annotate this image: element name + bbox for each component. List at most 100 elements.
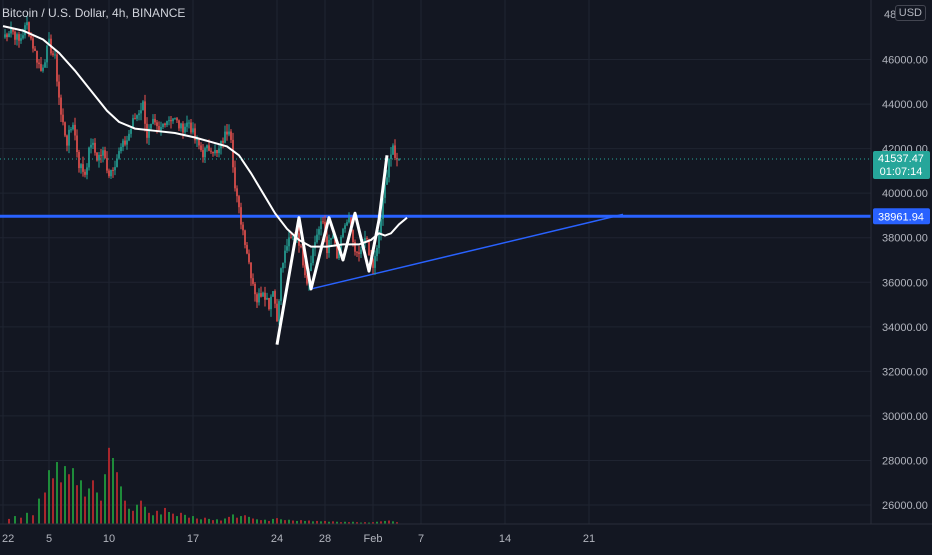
candle-body [172,118,174,122]
candle-body [54,54,56,56]
candle [282,262,284,273]
last-price-text: 41537.47 [878,153,924,165]
zigzag-pattern[interactable] [275,155,389,345]
ascending-trendline[interactable] [310,213,624,290]
currency-selector[interactable]: USD [894,5,926,21]
candle [120,143,122,154]
candle-body [268,297,270,310]
volume-bar [248,516,250,525]
candle [210,147,212,154]
candle-body [84,171,86,175]
volume-bar [240,516,242,525]
candle [36,50,38,69]
candle [118,147,120,160]
candle [18,31,20,48]
candle-body [254,283,256,295]
volume-bar [296,520,298,525]
candle [186,115,188,133]
candle [154,114,156,126]
candle [78,149,80,173]
candle [96,151,98,162]
volume-bar [148,512,150,525]
candle-body [106,158,108,171]
candle-body [310,263,312,272]
volume-bar [200,519,202,525]
time-axis[interactable]: 22 5 10 17 24 28 Feb 7 14 21 [0,523,932,550]
volume-bar [140,500,142,525]
candle-body [166,121,168,125]
candle-body [116,158,118,168]
candle-body [48,38,50,46]
price-axis[interactable]: 26000.00 28000.00 30000.00 32000.00 34000.00… [870,0,932,524]
volume-bar [76,485,78,525]
candle [224,125,226,144]
candle-body [354,242,356,252]
volume-bar [312,521,314,525]
y-tick-label: 40000.00 [882,188,928,200]
candle [276,298,278,323]
candle-body [20,38,22,41]
candle [258,288,260,306]
candle-body [376,247,378,257]
candle [32,35,34,53]
candle-body [102,150,104,156]
candle-body [364,238,366,244]
candle-body [10,28,12,34]
candle-body [336,243,338,259]
candle [192,122,194,135]
candle [380,211,382,241]
candle-body [14,31,16,40]
volume-bar [14,516,16,525]
candle [284,245,286,269]
candle-body [240,207,242,225]
candle-body [184,126,186,133]
candle-body [344,225,346,229]
candle [234,160,236,192]
candle [12,28,14,35]
candle [144,94,146,132]
candle-body [46,45,48,63]
candle-body [304,265,306,276]
candle-body [92,142,94,145]
candle-body [164,123,166,125]
candle [198,138,200,150]
candle-body [248,253,250,263]
x-tick-label: 5 [46,533,52,545]
volume-bar [212,520,214,525]
candle-body [306,275,308,284]
candle [320,216,322,236]
candle [92,138,94,149]
candle-body [222,140,224,143]
candle-body [236,188,238,197]
candle-body [390,154,392,160]
candle-body [114,167,116,171]
candle [40,57,42,72]
candle-body [18,34,20,41]
candle-body [330,238,332,240]
candle [98,151,100,168]
volume-bar [384,520,386,525]
pattern-drawing[interactable] [275,155,389,345]
candle-body [170,120,172,122]
candle [138,110,140,121]
candle-body [278,301,280,322]
candle-body [190,122,192,133]
candle-body [110,169,112,177]
candle [240,202,242,230]
candle [164,122,166,128]
volume-bar [216,519,218,525]
candle-body [200,145,202,151]
trendline-drawing[interactable] [310,213,624,290]
candle-body [226,131,228,135]
candle [66,134,68,152]
volume-bar [124,500,126,525]
candle [58,74,60,105]
volume-bar [52,478,54,525]
y-tick-label: 46000.00 [882,55,928,67]
candle-body [198,138,200,146]
candle-body [346,222,348,226]
candle [274,289,276,309]
volume-bar [152,515,154,525]
